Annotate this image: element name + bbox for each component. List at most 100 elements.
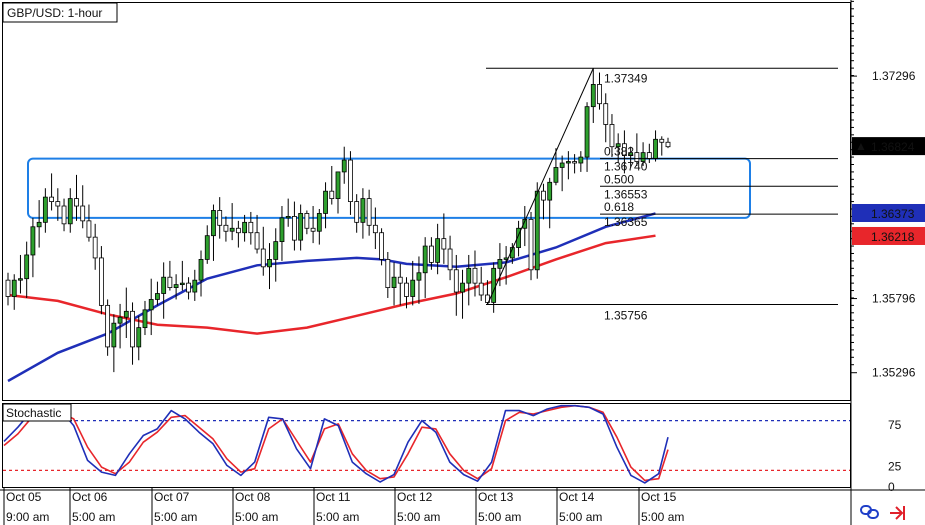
date-label: Oct 06	[72, 490, 108, 504]
candle-body	[49, 196, 54, 202]
candle-body	[416, 272, 422, 281]
candle-body	[634, 152, 640, 162]
moving-average-layer	[7, 212, 656, 383]
candle-body	[323, 190, 328, 214]
candle-body	[659, 138, 665, 143]
candle-body	[372, 224, 378, 234]
jump-to-end-icon[interactable]	[890, 506, 905, 520]
stochastic-layer	[3, 404, 850, 484]
candle-body	[161, 276, 167, 294]
candle-body	[267, 259, 272, 268]
candle-body	[404, 282, 409, 297]
candle-body	[130, 310, 135, 348]
candle-body	[603, 103, 609, 125]
candle-body	[298, 213, 304, 241]
candle-body	[466, 267, 472, 284]
candle-body	[179, 282, 185, 286]
candle-body	[435, 238, 441, 263]
candle-body	[67, 198, 73, 225]
candle-body	[148, 299, 154, 311]
price-tick-label: 1.35796	[872, 292, 916, 306]
candle-body	[173, 284, 179, 288]
fib-high-label: 1.37349	[604, 71, 648, 85]
time-label: 5:00 am	[154, 510, 197, 524]
candle-body	[198, 259, 204, 281]
candle-body	[391, 276, 397, 288]
candle-body	[223, 224, 229, 232]
candle-body	[11, 279, 17, 297]
fibonacci-layer: 1.37349 1.35756 0.3821.367400.5001.365530.…	[486, 67, 838, 322]
candle-body	[341, 159, 347, 173]
candle-body	[385, 259, 391, 288]
candle-body	[653, 138, 658, 159]
candle-body	[485, 294, 490, 303]
price-tag-box	[852, 203, 925, 222]
candle-body	[572, 161, 578, 164]
price-tag-box	[852, 226, 925, 245]
candle-body	[186, 282, 191, 293]
blue-moving-average-line	[7, 212, 656, 383]
candle-body	[628, 152, 634, 157]
stochastic-tick-label: 75	[888, 418, 902, 432]
link-icon[interactable]	[860, 505, 879, 519]
candle-body	[584, 106, 590, 158]
candle-body	[379, 232, 384, 260]
candle-body	[497, 259, 503, 269]
candle-body	[86, 220, 92, 238]
fib-ratio-label: 0.618	[604, 200, 634, 214]
candle-body	[167, 276, 173, 288]
red-moving-average-line	[7, 234, 656, 335]
stochastic-title-box	[2, 403, 72, 422]
candle-body	[410, 279, 416, 297]
stochastic-k-line	[3, 404, 669, 484]
chart-title: GBP/USD: 1-hour	[7, 6, 102, 20]
time-label: 5:00 am	[72, 510, 115, 524]
candle-body	[609, 124, 615, 148]
date-label: Oct 13	[478, 490, 514, 504]
date-label: Oct 14	[559, 490, 595, 504]
candle-body	[428, 245, 434, 263]
candle-body	[61, 205, 67, 225]
candle-body	[329, 190, 335, 200]
fib-ratio-label: 0.500	[604, 172, 634, 186]
price-tick-label: 1.35296	[872, 366, 916, 380]
candle-body	[273, 241, 279, 260]
candle-body	[541, 190, 546, 201]
candle-body	[235, 227, 241, 234]
stochastic-title: Stochastic	[6, 406, 61, 420]
candle-body	[516, 227, 521, 248]
time-label: 5:00 am	[641, 510, 684, 524]
candle-body	[5, 279, 11, 297]
candle-body	[136, 327, 142, 348]
candle-body	[18, 278, 23, 281]
candle-body	[534, 190, 540, 271]
stochastic-tick-label: 0	[888, 480, 895, 494]
candle-body	[354, 201, 360, 223]
price-tag-marker: ▲	[855, 139, 867, 153]
candle-body	[310, 227, 316, 232]
candle-body	[646, 152, 652, 159]
candles-layer	[5, 68, 671, 373]
candle-body	[30, 226, 36, 256]
candle-body	[316, 213, 322, 232]
candle-body	[192, 279, 198, 293]
candle-body	[304, 213, 310, 229]
fib-low-label: 1.35756	[604, 308, 648, 322]
fib-ratio-label: 0.382	[604, 145, 634, 159]
candle-body	[254, 232, 260, 250]
candle-body	[460, 282, 465, 293]
candle-body	[348, 159, 353, 202]
candle-body	[478, 282, 484, 296]
fib-price-label: 1.36553	[604, 187, 648, 201]
time-label: 5:00 am	[235, 510, 278, 524]
candle-body	[547, 181, 553, 201]
candle-body	[559, 162, 565, 168]
price-pane-frame	[2, 2, 851, 401]
fib-price-label: 1.36740	[604, 160, 648, 174]
candle-body	[92, 236, 98, 259]
time-label: 5:00 am	[316, 510, 359, 524]
time-label: 5:00 am	[559, 510, 602, 524]
candle-body	[528, 218, 534, 271]
price-tag-label: 1.36218	[871, 230, 915, 244]
